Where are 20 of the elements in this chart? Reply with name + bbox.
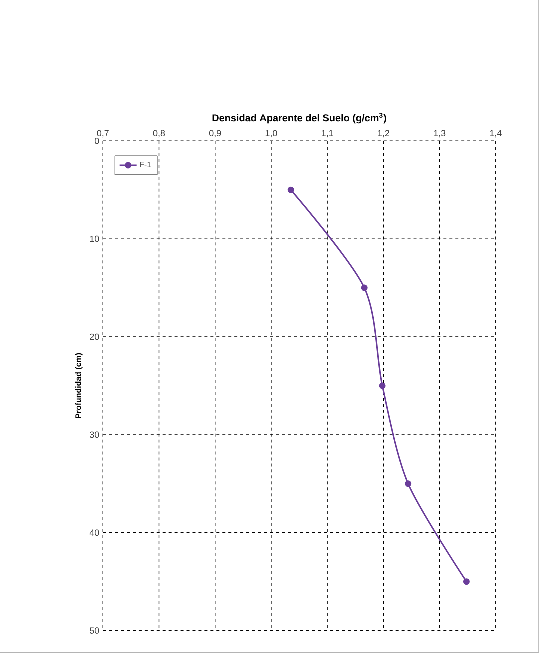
x-tick-label: 0,8 <box>153 130 166 138</box>
point <box>361 284 368 292</box>
point <box>379 382 386 390</box>
x-tick-label: 1,3 <box>434 130 446 138</box>
y-tick-label: 10 <box>90 236 100 242</box>
point <box>463 578 470 586</box>
y-tick-label: 20 <box>90 334 100 340</box>
x-tick-label: 0,7 <box>97 130 109 138</box>
y-tick-label: 0 <box>94 138 100 144</box>
x-tick-label: 1,4 <box>490 130 502 138</box>
x-tick-label: 1,2 <box>378 130 390 138</box>
y-tick-label: 40 <box>90 530 100 536</box>
x-tick-label: 1,1 <box>322 130 334 138</box>
y-tick-label: 50 <box>90 628 100 634</box>
x-tick-label: 1,0 <box>266 130 278 138</box>
point <box>405 480 412 488</box>
x-tick-label: 0,9 <box>209 130 222 138</box>
point <box>288 186 294 194</box>
chart-title: Densidad Aparente del Suelo (g/cm$^{3}$) <box>212 113 386 124</box>
y-tick-label: 30 <box>90 432 100 438</box>
